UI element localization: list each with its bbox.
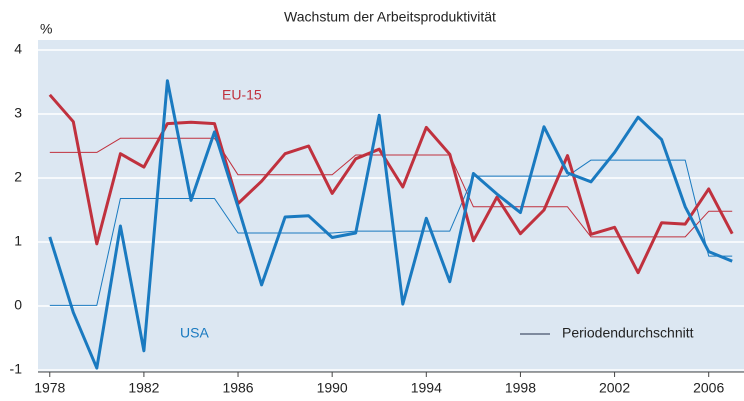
series-line bbox=[48, 79, 733, 370]
y-tick-label: 3 bbox=[14, 105, 22, 121]
y-tick-label: -1 bbox=[10, 361, 23, 377]
series-label: EU-15 bbox=[222, 87, 262, 103]
series-label: USA bbox=[180, 325, 209, 341]
x-tick-label: 1982 bbox=[128, 380, 159, 396]
x-tick-label: 1978 bbox=[34, 380, 65, 396]
series-line bbox=[49, 159, 733, 306]
x-tick-label: 1994 bbox=[411, 380, 442, 396]
legend-label: Periodendurchschnitt bbox=[562, 325, 694, 341]
chart-title: Wachstum der Arbeitsproduktivität bbox=[284, 9, 496, 25]
y-tick-label: 1 bbox=[14, 233, 22, 249]
x-tick-label: 2002 bbox=[599, 380, 630, 396]
x-tick-label: 2006 bbox=[693, 380, 724, 396]
x-tick-label: 1986 bbox=[222, 380, 253, 396]
y-tick-label: 2 bbox=[14, 169, 22, 185]
y-unit: % bbox=[40, 21, 52, 37]
y-tick-label: 0 bbox=[14, 297, 22, 313]
y-tick-label: 4 bbox=[14, 41, 22, 57]
x-tick-label: 1990 bbox=[317, 380, 348, 396]
x-tick-label: 1998 bbox=[505, 380, 536, 396]
